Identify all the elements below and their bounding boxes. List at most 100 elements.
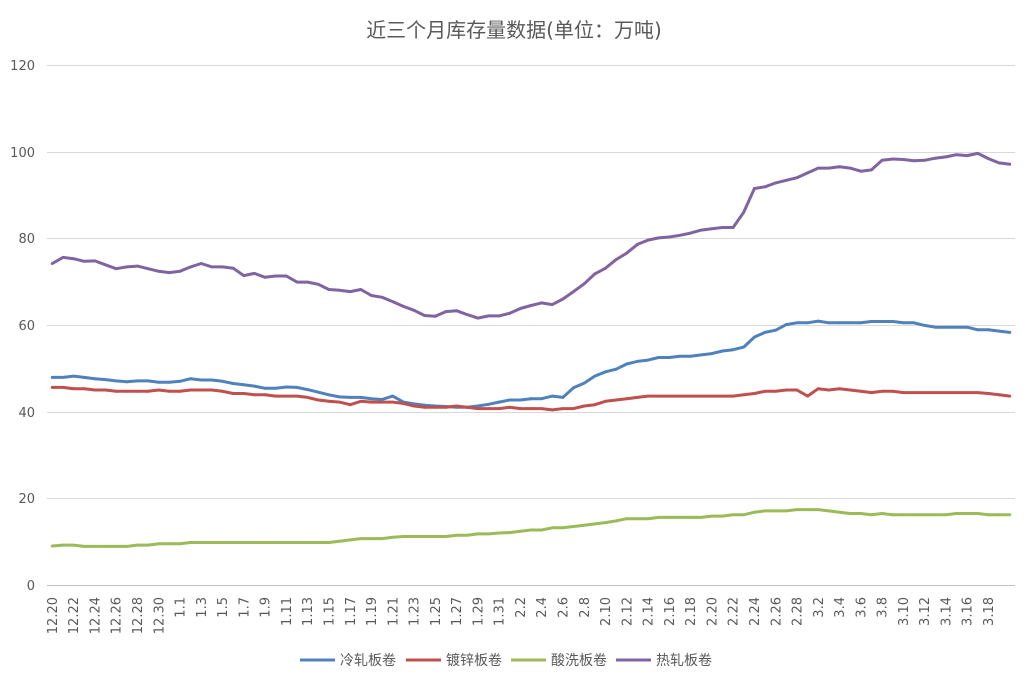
data-point-pickled-coil <box>242 541 246 544</box>
data-point-galvanized-coil <box>444 405 448 409</box>
data-point-pickled-coil <box>327 541 331 544</box>
data-point-cold-rolled-coil <box>784 323 788 326</box>
data-point-pickled-coil <box>61 543 65 547</box>
data-point-pickled-coil <box>274 541 278 544</box>
x-tick-label: 2.12 <box>620 597 635 626</box>
data-point-cold-rolled-coil <box>306 388 309 391</box>
data-point-cold-rolled-coil <box>582 381 586 385</box>
legend-item-galvanized-coil: 镀锌板卷 <box>406 652 502 669</box>
data-point-hot-rolled-coil <box>604 266 607 270</box>
data-point-galvanized-coil <box>955 391 958 394</box>
data-point-cold-rolled-coil <box>136 379 139 383</box>
data-point-hot-rolled-coil <box>838 165 841 169</box>
data-point-galvanized-coil <box>901 391 905 394</box>
data-point-pickled-coil <box>901 513 905 517</box>
data-point-hot-rolled-coil <box>146 267 150 271</box>
data-point-pickled-coil <box>1008 513 1012 517</box>
data-point-cold-rolled-coil <box>561 396 565 399</box>
x-tick-label: 2.6 <box>556 597 571 618</box>
x-tick-label: 12.26 <box>110 597 125 634</box>
data-point-galvanized-coil <box>997 393 1001 397</box>
data-point-galvanized-coil <box>316 398 320 402</box>
data-point-galvanized-coil <box>125 389 129 393</box>
data-point-hot-rolled-coil <box>561 297 565 301</box>
data-point-hot-rolled-coil <box>93 259 97 263</box>
data-point-pickled-coil <box>646 517 650 521</box>
data-point-hot-rolled-coil <box>944 155 948 159</box>
data-point-galvanized-coil <box>710 394 714 398</box>
data-point-cold-rolled-coil <box>167 380 171 384</box>
data-point-galvanized-coil <box>338 400 341 404</box>
x-tick-label: 2.10 <box>599 597 614 626</box>
data-point-galvanized-coil <box>540 407 543 410</box>
data-point-galvanized-coil <box>944 391 948 394</box>
series-hot-rolled-coil <box>50 151 1012 320</box>
data-point-cold-rolled-coil <box>508 398 512 402</box>
data-point-pickled-coil <box>306 541 309 544</box>
data-point-hot-rolled-coil <box>136 264 139 268</box>
x-tick-label: 1.21 <box>386 597 401 626</box>
data-point-pickled-coil <box>370 537 373 540</box>
y-tick-label: 60 <box>18 319 35 334</box>
data-point-cold-rolled-coil <box>391 394 395 398</box>
data-point-pickled-coil <box>348 538 352 542</box>
data-point-cold-rolled-coil <box>114 379 118 383</box>
x-tick-label: 2.18 <box>684 597 699 626</box>
data-point-cold-rolled-coil <box>274 386 278 390</box>
x-tick-label: 2.2 <box>514 597 529 618</box>
data-point-pickled-coil <box>146 543 150 547</box>
data-point-pickled-coil <box>497 531 501 535</box>
x-tick-label: 3.6 <box>854 597 869 618</box>
data-point-pickled-coil <box>338 539 341 543</box>
data-point-cold-rolled-coil <box>487 402 490 406</box>
data-point-cold-rolled-coil <box>987 328 990 332</box>
data-point-galvanized-coil <box>838 387 841 391</box>
data-point-galvanized-coil <box>816 387 820 391</box>
data-point-cold-rolled-coil <box>955 325 958 329</box>
y-tick-label: 100 <box>10 146 35 161</box>
data-point-hot-rolled-coil <box>657 236 660 240</box>
data-point-hot-rolled-coil <box>455 309 458 313</box>
data-point-cold-rolled-coil <box>827 321 831 325</box>
data-point-galvanized-coil <box>327 399 331 403</box>
data-point-galvanized-coil <box>593 403 597 407</box>
data-point-pickled-coil <box>997 513 1001 517</box>
x-tick-label: 3.12 <box>918 597 933 626</box>
y-tick-label: 40 <box>18 406 35 421</box>
x-tick-label: 1.1 <box>174 597 189 618</box>
data-point-pickled-coil <box>699 516 703 519</box>
data-point-cold-rolled-coil <box>774 328 778 332</box>
data-point-cold-rolled-coil <box>189 377 193 381</box>
data-point-pickled-coil <box>529 528 533 532</box>
data-point-hot-rolled-coil <box>965 154 969 158</box>
data-point-pickled-coil <box>689 516 692 519</box>
data-point-pickled-coil <box>742 513 746 517</box>
data-point-pickled-coil <box>582 523 586 527</box>
data-point-cold-rolled-coil <box>348 396 352 399</box>
data-point-cold-rolled-coil <box>338 395 341 399</box>
data-point-galvanized-coil <box>72 387 75 391</box>
y-tick-label: 120 <box>10 59 35 74</box>
data-point-pickled-coil <box>455 533 458 537</box>
data-point-cold-rolled-coil <box>721 349 724 353</box>
data-point-pickled-coil <box>359 537 363 540</box>
data-point-hot-rolled-coil <box>167 271 171 274</box>
data-point-hot-rolled-coil <box>402 305 405 308</box>
data-point-galvanized-coil <box>987 392 990 395</box>
data-point-galvanized-coil <box>146 389 150 393</box>
gridlines <box>47 65 1015 586</box>
data-point-cold-rolled-coil <box>891 320 895 323</box>
data-point-cold-rolled-coil <box>178 379 182 383</box>
x-tick-label: 1.13 <box>301 597 316 626</box>
data-point-cold-rolled-coil <box>678 354 682 358</box>
data-point-pickled-coil <box>923 513 926 517</box>
x-tick-label: 12.22 <box>67 597 82 634</box>
data-point-hot-rolled-coil <box>572 290 575 293</box>
data-point-pickled-coil <box>82 545 86 548</box>
data-point-cold-rolled-coil <box>210 378 214 382</box>
data-point-hot-rolled-coil <box>104 263 107 267</box>
data-point-galvanized-coil <box>114 389 118 393</box>
data-point-galvanized-coil <box>742 393 746 397</box>
x-tick-label: 2.22 <box>727 597 742 626</box>
series-galvanized-coil <box>50 385 1012 412</box>
